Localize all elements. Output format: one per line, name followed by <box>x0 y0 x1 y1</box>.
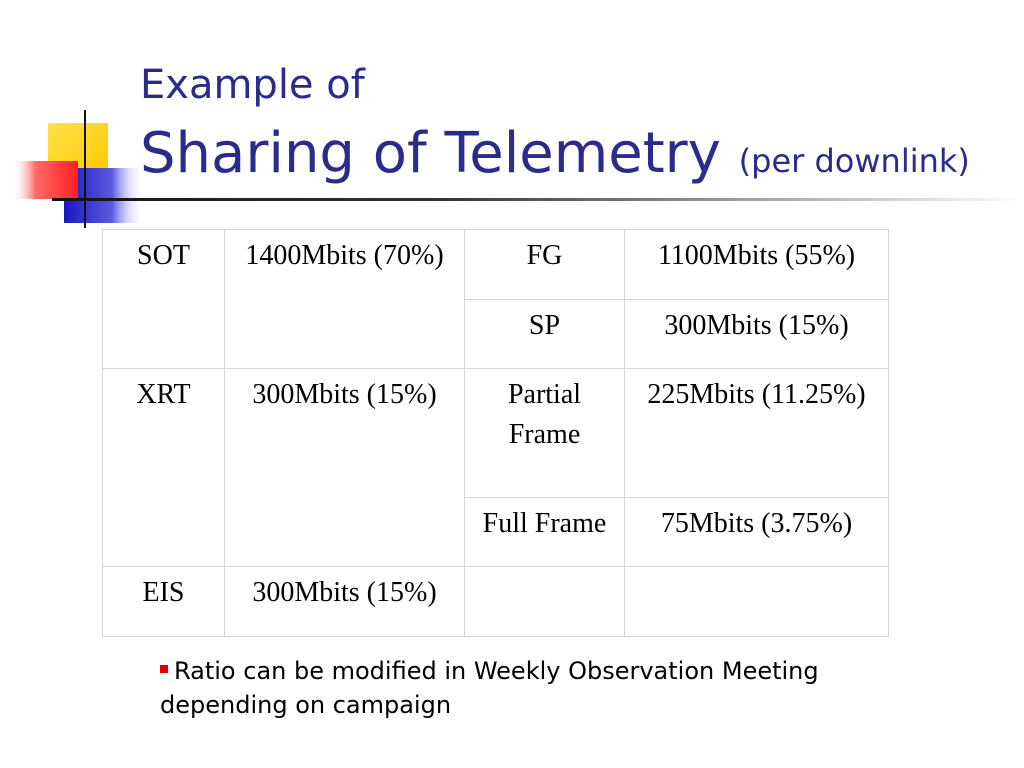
title-line-2: Sharing of Telemetry (per downlink) <box>140 121 970 186</box>
sub-cell-full-frame: Full Frame <box>464 496 625 568</box>
allocation-cell-sot: 1400Mbits (70%) <box>224 228 465 370</box>
sub-allocation-sp: 300Mbits (15%) <box>624 298 889 370</box>
sub-cell-sp: SP <box>464 298 625 370</box>
empty-cell <box>464 566 625 637</box>
empty-cell <box>624 566 889 637</box>
telemetry-table: SOT 1400Mbits (70%) FG 1100Mbits (55%) S… <box>102 228 889 637</box>
table-row: SP 300Mbits (15%) <box>103 298 889 370</box>
instrument-cell-xrt: XRT <box>102 368 225 568</box>
table-row: SOT 1400Mbits (70%) FG 1100Mbits (55%) <box>102 228 889 370</box>
allocation-cell-eis: 300Mbits (15%) <box>224 566 465 637</box>
bullet-square-icon <box>160 665 168 673</box>
sub-cell-partial-frame: Partial Frame <box>464 368 625 498</box>
table-row: Full Frame 75Mbits (3.75%) <box>103 496 889 568</box>
sub-allocation-partial-frame: 225Mbits (11.25%) <box>624 368 889 498</box>
table-row: EIS 300Mbits (15%) <box>102 566 889 637</box>
title-subtitle: (per downlink) <box>738 142 970 180</box>
red-square <box>12 161 78 199</box>
sub-allocation-full-frame: 75Mbits (3.75%) <box>624 496 889 568</box>
allocation-cell-xrt: 300Mbits (15%) <box>224 368 465 568</box>
table-row: XRT 300Mbits (15%) Partial Frame 225Mbit… <box>102 368 889 568</box>
title-underline <box>52 198 1022 201</box>
bullet-text: Ratio can be modified in Weekly Observat… <box>160 657 819 719</box>
bullet-note: Ratio can be modified in Weekly Observat… <box>160 654 880 722</box>
sub-cell-fg: FG <box>464 229 625 300</box>
title-main: Sharing of Telemetry <box>140 121 721 186</box>
decorative-squares-graphic <box>12 110 144 228</box>
instrument-cell-sot: SOT <box>102 228 225 370</box>
instrument-cell-eis: EIS <box>102 566 225 637</box>
title-line-1: Example of <box>140 62 365 108</box>
sub-allocation-fg: 1100Mbits (55%) <box>624 229 889 300</box>
